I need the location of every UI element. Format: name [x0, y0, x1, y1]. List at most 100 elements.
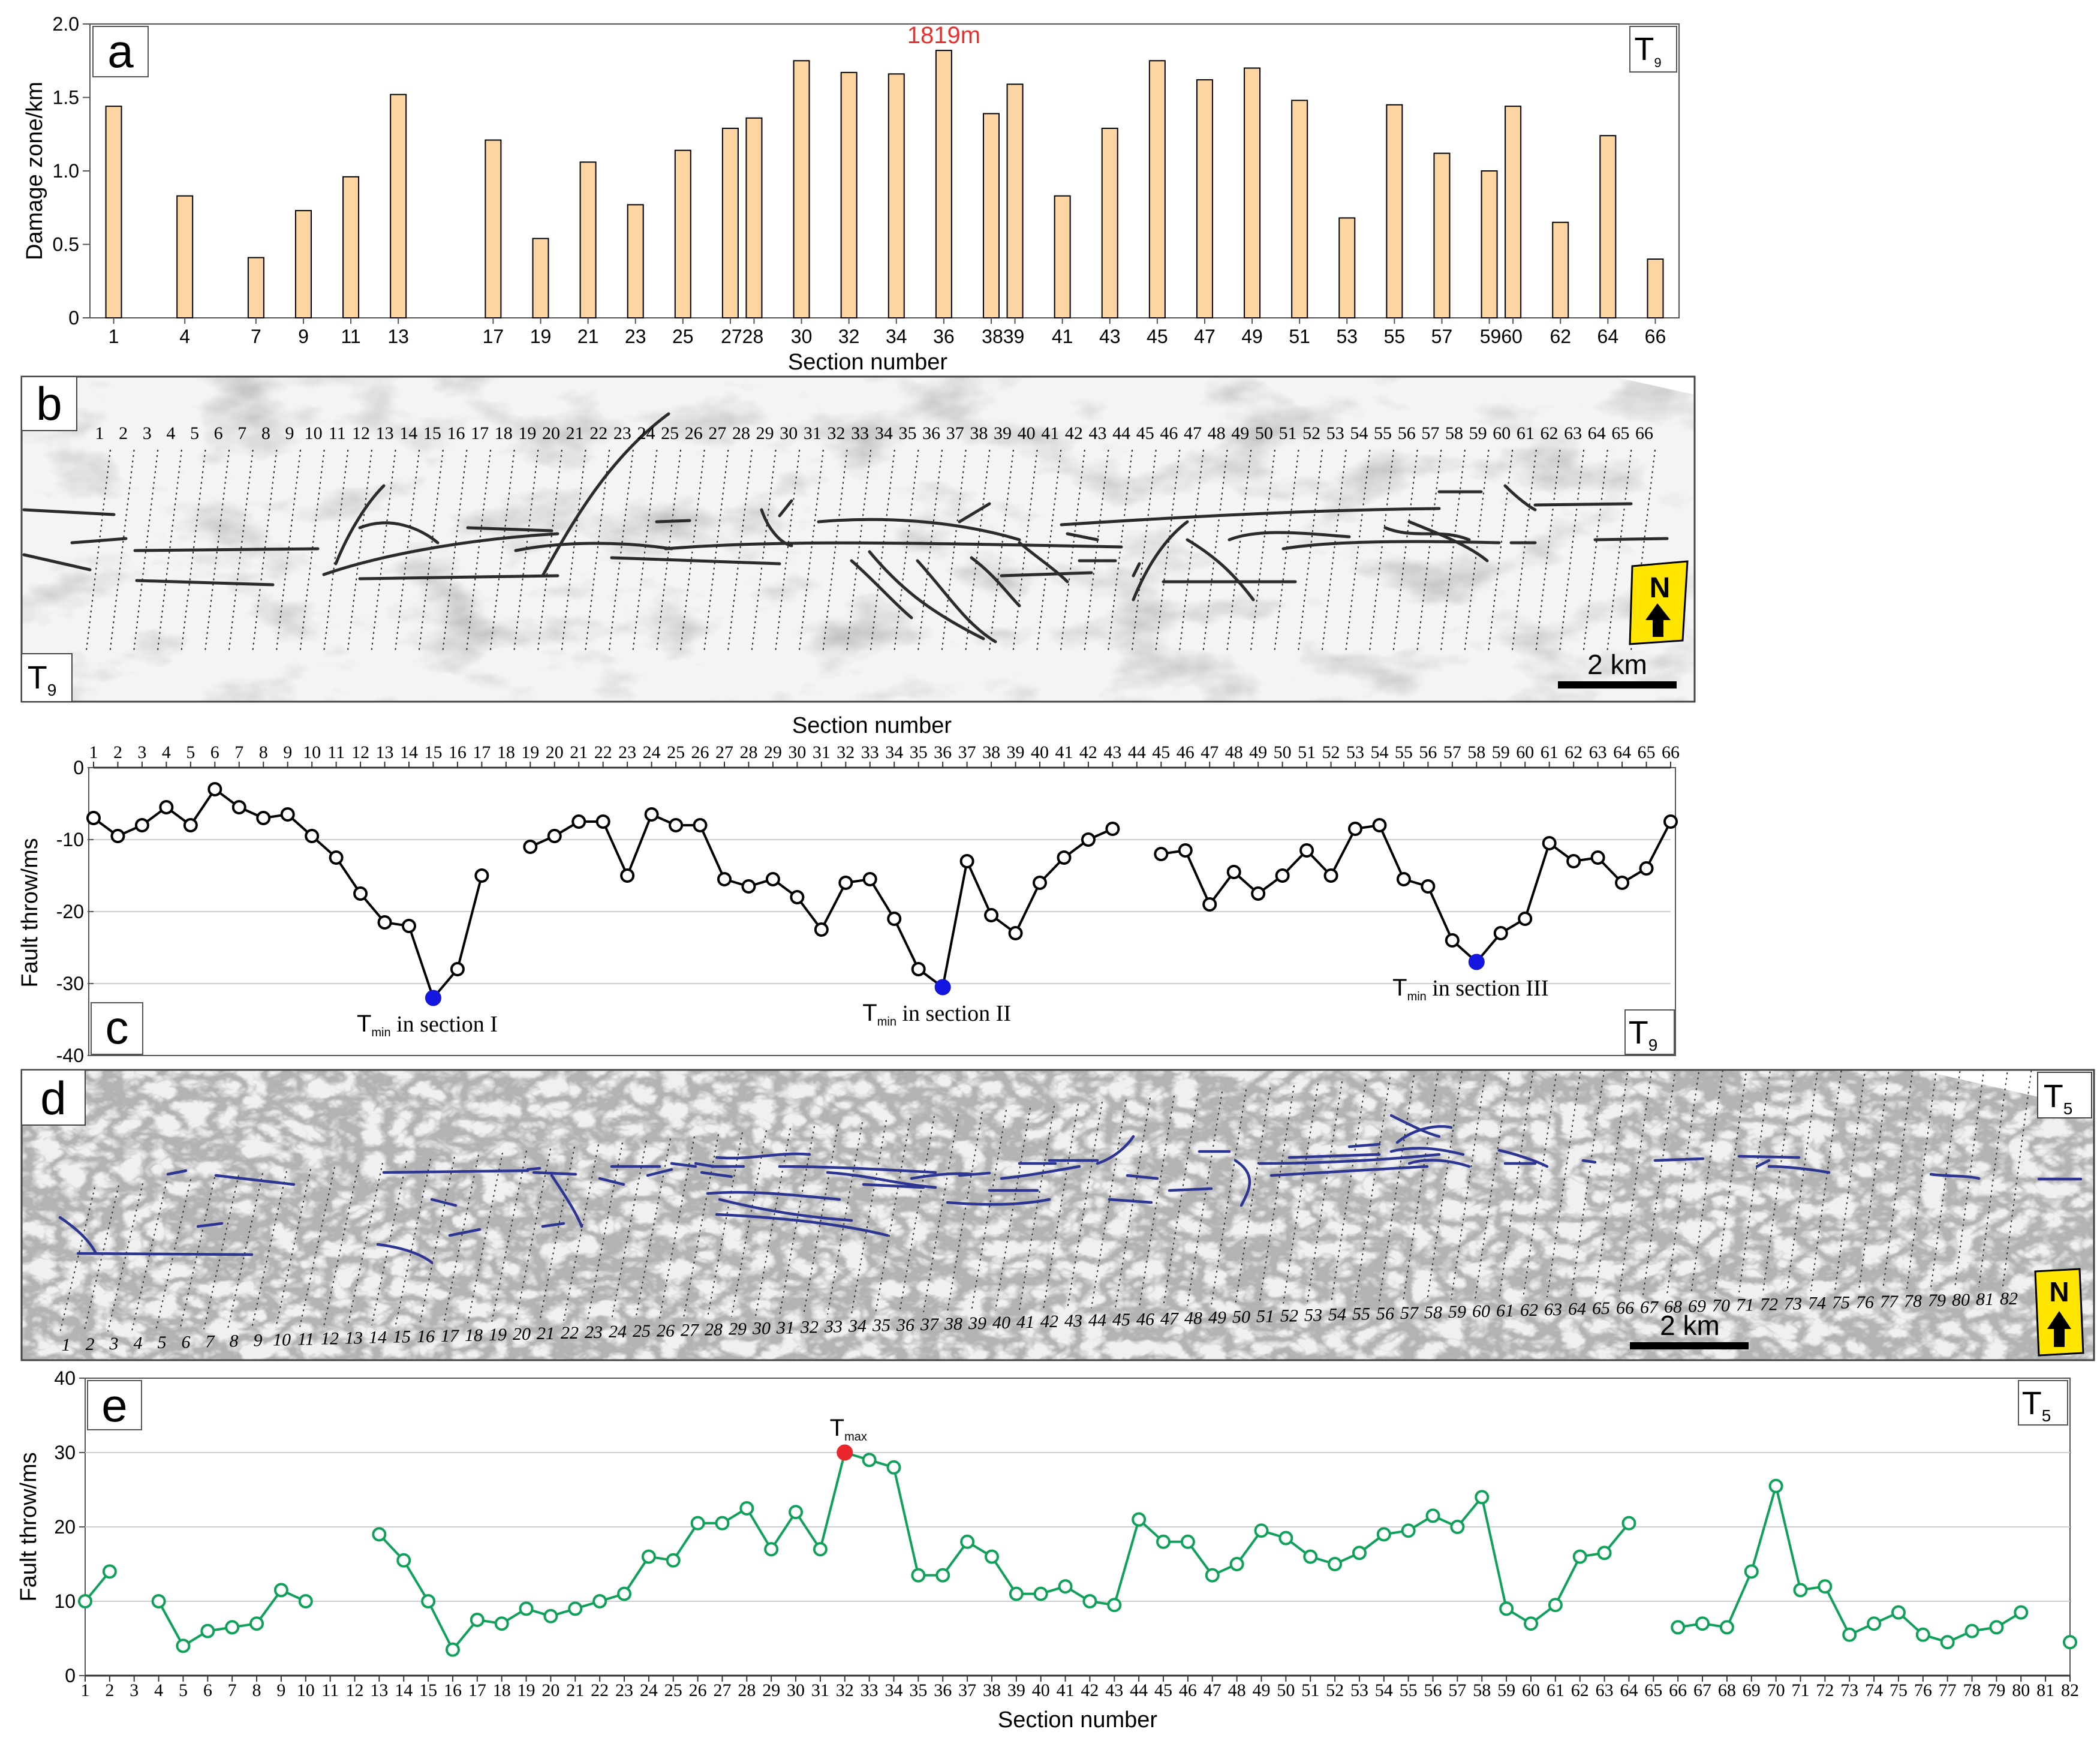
- fault-trace: [1593, 537, 1669, 542]
- panel-c-horizon-box: [1624, 1009, 1675, 1055]
- section-line: [443, 1154, 479, 1324]
- e-point-section-50: [1278, 1530, 1293, 1545]
- fault-trace: [868, 550, 985, 641]
- section-label: 17: [471, 423, 489, 443]
- fault-trace: [1227, 531, 1351, 542]
- section-label: 16: [417, 1327, 435, 1346]
- section-label: 12: [321, 1329, 339, 1349]
- panel-a-x-tick-label: 45: [1147, 326, 1168, 347]
- fault-trace: [1132, 562, 1141, 578]
- section-line: [323, 1165, 359, 1327]
- section-line: [180, 449, 206, 651]
- e-x-tick-label: 63: [1596, 1680, 1614, 1700]
- c-point-section-45: [1154, 847, 1169, 861]
- section-label: 11: [297, 1330, 314, 1349]
- panel-d-section-lines: [59, 1070, 2032, 1333]
- c-x-tick-label: 38: [982, 742, 1000, 762]
- section-label: 39: [994, 423, 1012, 443]
- panel-b-map-frame: [20, 375, 1696, 703]
- panel-b-label-box: [21, 376, 77, 431]
- section-line: [1369, 449, 1395, 651]
- e-x-tick-label: 18: [493, 1680, 511, 1700]
- e-x-tick-label: 24: [640, 1680, 658, 1700]
- e-x-tick-label: 64: [1620, 1680, 1638, 1700]
- c-point-section-60: [1518, 912, 1533, 926]
- section-line: [656, 449, 682, 651]
- e-x-tick-label: 30: [787, 1680, 805, 1700]
- c-point-section-38: [984, 908, 999, 922]
- e-x-tick-label: 75: [1890, 1680, 1908, 1700]
- c-point-section-12: [353, 886, 368, 901]
- c-x-tick-label: 26: [691, 742, 709, 762]
- section-line: [204, 449, 230, 651]
- minimum-marker-3: [1468, 954, 1485, 970]
- e-x-tick-label: 52: [1326, 1680, 1344, 1700]
- c-point-section-8: [256, 811, 271, 825]
- section-label: 10: [305, 423, 323, 443]
- bar-section-28: [745, 117, 763, 319]
- section-label: 5: [190, 423, 199, 443]
- section-line: [1226, 449, 1252, 651]
- c-x-tick-label: 21: [570, 742, 588, 762]
- c-point-section-37: [959, 854, 974, 868]
- e-x-tick-label: 19: [518, 1680, 535, 1700]
- section-line: [419, 1156, 455, 1324]
- section-label: 27: [708, 423, 726, 443]
- section-line: [875, 1118, 911, 1313]
- c-x-tick-label: 10: [303, 742, 321, 762]
- panel-a-x-tick-label: 3839: [982, 326, 1024, 347]
- section-label: 41: [1016, 1312, 1034, 1332]
- panel-c-horizon-label: T9: [1629, 1015, 1658, 1054]
- section-line: [965, 449, 991, 651]
- e-x-tick-label: 82: [2061, 1680, 2079, 1700]
- fault-trace: [610, 556, 781, 566]
- panel-a-x-tick-label: 1: [109, 326, 119, 347]
- section-label: 46: [1136, 1309, 1154, 1329]
- c-point-section-54: [1372, 818, 1387, 832]
- panel-a-x-tick-label: 66: [1645, 326, 1666, 347]
- section-label: 16: [447, 423, 465, 443]
- panel-a-label-box: [92, 26, 149, 77]
- section-label: 79: [1928, 1291, 1946, 1310]
- section-label: 23: [585, 1322, 603, 1342]
- section-label: 50: [1232, 1307, 1250, 1327]
- section-label: 35: [898, 423, 916, 443]
- c-x-tick-label: 7: [234, 742, 243, 762]
- section-line: [1163, 1093, 1199, 1307]
- panel-a-x-tick-label: 51: [1289, 326, 1310, 347]
- c-point-section-59: [1493, 926, 1508, 940]
- e-x-tick-label: 69: [1743, 1680, 1761, 1700]
- section-label: 69: [1688, 1296, 1706, 1316]
- section-line: [608, 449, 634, 651]
- fault-trace: [850, 559, 913, 620]
- panel-a-x-tick-label: 30: [791, 326, 813, 347]
- section-line: [1379, 1075, 1415, 1301]
- bar-section-13: [390, 94, 407, 318]
- minimum-marker-2: [934, 979, 951, 996]
- section-label: 65: [1611, 423, 1629, 443]
- c-x-tick-label: 64: [1613, 742, 1631, 762]
- bar-section-38: [982, 113, 1000, 318]
- fault-trace: [541, 1222, 565, 1228]
- fault-trace: [1108, 1198, 1153, 1204]
- fault-trace: [718, 1198, 853, 1222]
- e-point-section-27: [715, 1516, 730, 1530]
- c-x-tick-label: 2: [113, 742, 122, 762]
- e-point-section-13: [372, 1527, 387, 1542]
- section-label: 25: [661, 423, 679, 443]
- c-x-tick-label: 49: [1249, 742, 1267, 762]
- section-label: 54: [1350, 423, 1368, 443]
- e-x-tick-label: 23: [615, 1680, 633, 1700]
- section-label: 82: [2000, 1289, 2018, 1309]
- section-line: [611, 1140, 647, 1320]
- section-line: [635, 1138, 671, 1319]
- c-point-section-61: [1542, 836, 1557, 850]
- fault-trace: [448, 1228, 482, 1237]
- fault-trace: [1186, 538, 1255, 602]
- panel-a-y-axis-title: Damage zone/km: [22, 82, 47, 260]
- e-x-tick-label: 13: [370, 1680, 388, 1700]
- panel-a-bars: [105, 50, 1664, 319]
- c-x-tick-label: 8: [259, 742, 268, 762]
- bar-section-60: [1505, 106, 1522, 318]
- section-label: 58: [1445, 423, 1463, 443]
